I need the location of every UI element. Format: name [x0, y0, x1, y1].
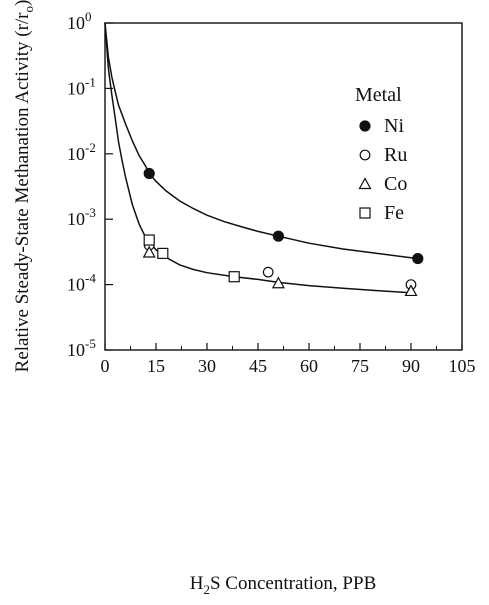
y-tick-label: 10-1 — [67, 74, 96, 98]
y-axis-label: Relative Steady-State Methanation Activi… — [12, 0, 36, 372]
x-tick-label: 30 — [198, 356, 216, 376]
fit-curve — [104, 22, 418, 260]
legend-label-ni: Ni — [384, 115, 404, 137]
y-tick-label: 10-4 — [67, 271, 96, 295]
data-point-fe — [157, 247, 169, 259]
x-tick-label: 0 — [101, 356, 110, 376]
legend-title: Metal — [355, 84, 402, 106]
y-tick-label: 10-2 — [67, 140, 96, 164]
legend-label-co: Co — [384, 173, 407, 195]
data-point-fe — [228, 271, 240, 283]
y-tick-label: 100 — [67, 9, 92, 33]
legend-label-ru: Ru — [384, 144, 407, 166]
legend-marker-fe — [359, 207, 371, 219]
data-points — [142, 167, 424, 297]
x-tick-label: 90 — [402, 356, 420, 376]
legend-items: Ni Ru Co Fe — [358, 115, 407, 224]
legend-marker-ru — [359, 149, 371, 161]
fit-curve — [104, 22, 412, 294]
data-point-co — [142, 245, 156, 258]
data-point-fe — [143, 234, 155, 246]
data-point-ni — [412, 252, 424, 265]
x-tick-label: 60 — [300, 356, 318, 376]
legend-marker-co — [358, 177, 372, 190]
y-tick-label: 10-3 — [67, 205, 96, 229]
plot-frame — [104, 22, 463, 351]
data-point-ni — [272, 230, 284, 242]
axis-ticks: 0 15 30 45 60 75 90 105 100 10-1 10-2 10-3 10-4 10-5 — [67, 9, 476, 376]
data-point-co — [271, 276, 285, 289]
legend: Metal Ni Ru Co Fe — [355, 84, 407, 224]
x-tick-label: 45 — [249, 356, 267, 376]
x-tick-label: 105 — [449, 356, 476, 376]
x-tick-label: 15 — [147, 356, 165, 376]
x-tick-label: 75 — [351, 356, 369, 376]
data-point-ni — [143, 167, 155, 180]
x-axis-label: H2S Concentration, PPB — [190, 573, 377, 597]
data-point-co — [404, 284, 418, 297]
legend-marker-ni — [359, 120, 371, 132]
y-tick-label: 10-5 — [67, 336, 96, 360]
legend-label-fe: Fe — [384, 202, 404, 224]
data-point-ru — [262, 266, 274, 278]
